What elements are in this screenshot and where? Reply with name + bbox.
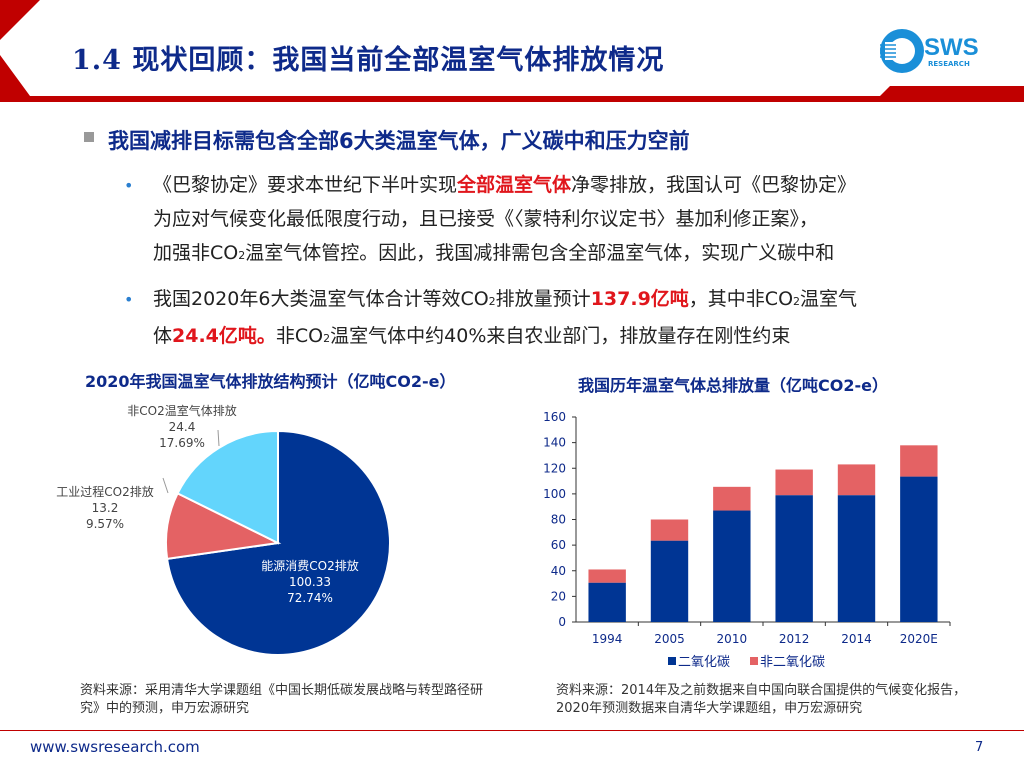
logo: SWS	[924, 34, 979, 61]
pie-chart-title: 2020年我国温室气体排放结构预计（亿吨CO2-e）	[85, 372, 456, 391]
y-tick-label: 0	[558, 615, 566, 629]
y-tick-label: 80	[551, 513, 566, 527]
section-heading: 我国减排目标需包含全部6大类温室气体，广义碳中和压力空前	[108, 129, 690, 153]
y-tick-label: 40	[551, 564, 566, 578]
bar-2014-0	[837, 495, 876, 622]
bar-2020E-1	[900, 445, 938, 477]
bar-1994-1	[588, 569, 626, 583]
bar-2010-1	[713, 486, 751, 511]
header-decoration	[0, 0, 1024, 102]
bar-chart: 0 20 40 60 80 100 120 140 160 1994 2005 2010 2012 201…	[543, 410, 951, 670]
bar-2010-0	[713, 510, 751, 622]
legend-label: 非二氧化碳	[760, 655, 825, 670]
bar-2014-1	[837, 464, 876, 496]
pie-slice-2	[176, 429, 279, 545]
footer-divider	[0, 730, 1024, 731]
pie-chart	[162, 429, 391, 656]
bar-2005-0	[650, 540, 689, 622]
y-tick-label: 60	[551, 538, 566, 552]
bar-2012-1	[775, 469, 813, 496]
pie-label-energy: 能源消费CO2排放 100.33 72.74%	[261, 559, 359, 605]
leader-line	[162, 477, 169, 494]
footer-url[interactable]: www.swsresearch.com	[30, 738, 200, 756]
bullet-icon: •	[124, 290, 134, 309]
bullet-paragraph-2: 我国2020年6大类温室气体合计等效CO2排放量预计137.9亿吨，其中非CO2…	[153, 288, 858, 347]
x-tick-label: 1994	[592, 632, 623, 646]
legend-swatch	[750, 657, 758, 665]
legend-swatch	[668, 657, 676, 665]
square-bullet-icon	[84, 132, 94, 142]
x-tick-label: 2005	[654, 632, 685, 646]
y-tick-label: 140	[543, 436, 566, 450]
source-left: 资料来源：采用清华大学课题组《中国长期低碳发展战略与转型路径研究》中的预测，申万…	[80, 683, 484, 716]
bullet-paragraph-1: 《巴黎协定》要求本世纪下半叶实现全部温室气体净零排放，我国认可《巴黎协定》 为应…	[153, 174, 857, 264]
bar-chart-title: 我国历年温室气体总排放量（亿吨CO2-e）	[578, 376, 888, 395]
bullet-icon: •	[124, 176, 134, 195]
bar-2005-1	[650, 519, 689, 541]
y-tick-label: 100	[543, 487, 566, 501]
y-tick-label: 120	[543, 461, 566, 475]
x-tick-label: 2010	[717, 632, 748, 646]
logo-subtitle: RESEARCH	[928, 60, 970, 68]
x-tick-label: 2020E	[900, 632, 938, 646]
y-tick-label: 160	[543, 410, 566, 424]
x-tick-label: 2012	[779, 632, 810, 646]
page-title: 1.4 现状回顾：我国当前全部温室气体排放情况	[72, 45, 665, 76]
legend-label: 二氧化碳	[678, 655, 730, 670]
x-tick-label: 2014	[841, 632, 872, 646]
pie-label-industrial: 工业过程CO2排放 13.2 9.57%	[56, 485, 154, 531]
y-tick-label: 20	[551, 589, 566, 603]
source-right: 资料来源：2014年及之前数据来自中国向联合国提供的气候变化报告，2020年预测…	[556, 683, 967, 716]
sws-logo-icon	[880, 29, 924, 73]
bar-1994-0	[588, 582, 626, 622]
bar-2020E-0	[900, 476, 938, 622]
page-number: 7	[975, 740, 984, 755]
bar-2012-0	[775, 495, 813, 622]
pie-label-non-co2: 非CO2温室气体排放 24.4 17.69%	[127, 404, 237, 450]
leader-line	[217, 429, 220, 447]
